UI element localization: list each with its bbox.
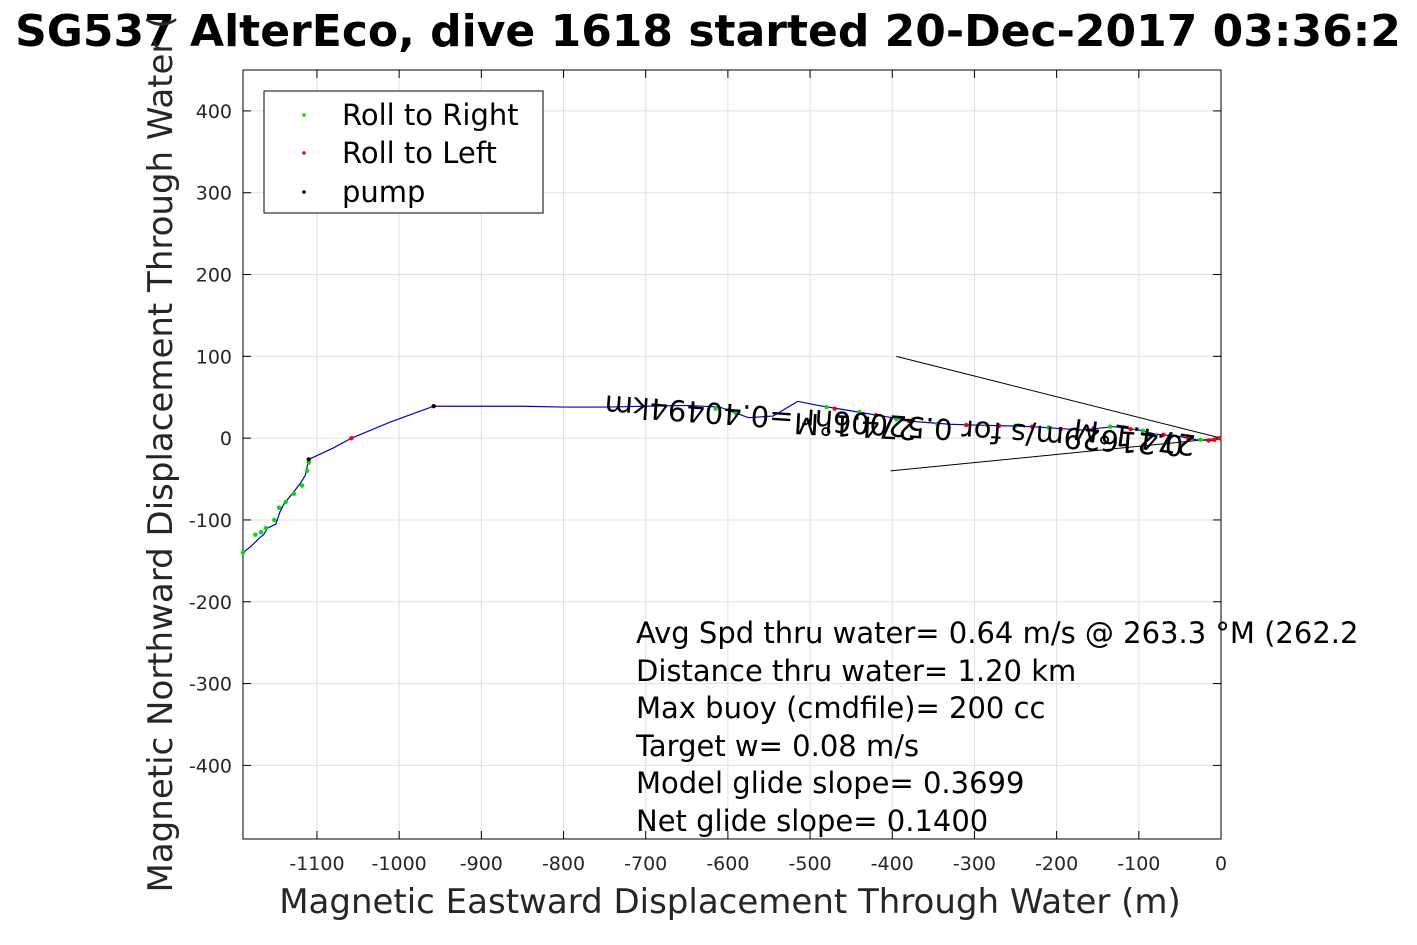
- roll-right-point: [1169, 433, 1174, 438]
- roll-right-point: [253, 532, 258, 537]
- roll-left-point: [996, 423, 1002, 429]
- roll-right-point: [1074, 427, 1080, 433]
- roll-right-point: [984, 422, 989, 428]
- roll-left-point: [906, 418, 911, 424]
- x-tick-label: -700: [624, 853, 667, 875]
- y-tick-label: 400: [196, 101, 232, 123]
- roll-right-point: [1107, 424, 1113, 429]
- roll-right-point: [283, 499, 288, 505]
- roll-left-point: [964, 422, 969, 428]
- roll-right-point: [304, 468, 310, 474]
- y-axis-label: Magnetic Northward Displacement Through …: [141, 16, 181, 893]
- legend-label-pump: pump: [342, 175, 425, 209]
- track-annotation: 274.1°M: [793, 406, 917, 446]
- legend-marker-pump: [302, 190, 306, 194]
- legend-label-roll-left: Roll to Left: [342, 136, 497, 170]
- roll-left-point: [1206, 438, 1211, 443]
- roll-right-point: [713, 406, 718, 411]
- roll-right-point: [291, 491, 297, 496]
- roll-right-point: [935, 422, 940, 427]
- roll-left-point: [349, 435, 354, 441]
- roll-right-point: [263, 525, 269, 531]
- y-tick-label: -400: [189, 755, 232, 777]
- roll-right-point: [299, 483, 305, 488]
- stat-distance: Distance thru water= 1.20 km: [636, 654, 1076, 688]
- y-tick-label: 0: [220, 428, 232, 450]
- roll-right-point: [894, 417, 899, 422]
- legend: Roll to Right Roll to Left pump: [263, 90, 544, 214]
- roll-left-point: [1091, 426, 1096, 431]
- chart-title: SG537 AlterEco, dive 1618 started 20-Dec…: [15, 6, 1401, 57]
- data-points: [240, 404, 1222, 555]
- heading-cone: [890, 355, 1222, 472]
- track-line: [242, 400, 1222, 554]
- x-tick-label: -900: [460, 853, 503, 875]
- roll-left-point: [1058, 426, 1063, 432]
- roll-right-point: [1046, 425, 1051, 430]
- plot-area: [242, 69, 1222, 840]
- y-tick-label: -300: [189, 674, 232, 696]
- heading-cone-line: [896, 355, 1222, 439]
- stat-avg-speed: Avg Spd thru water= 0.64 m/s @ 263.3 °M …: [636, 616, 1358, 650]
- roll-right-point: [1013, 423, 1018, 429]
- track-annotations: 0.21629m/s for 0.52006hr =0.40494km274.1…: [603, 388, 1197, 462]
- x-tick-label: -200: [1035, 853, 1078, 875]
- y-tick-label: 100: [196, 346, 232, 368]
- x-tick-label: 0: [1215, 853, 1227, 875]
- roll-right-point: [857, 409, 862, 415]
- roll-left-point: [832, 406, 837, 411]
- roll-right-point: [240, 550, 246, 555]
- x-tick-label: -1100: [289, 853, 344, 875]
- roll-left-point: [873, 413, 879, 418]
- track-series: [242, 400, 1222, 554]
- x-tick-label: -300: [953, 853, 996, 875]
- roll-right-point: [1198, 437, 1203, 442]
- dive-stats: Avg Spd thru water= 0.64 m/s @ 263.3 °M …: [635, 616, 1358, 838]
- y-tick-label: 200: [196, 265, 232, 287]
- legend-marker-roll-left: [302, 151, 306, 155]
- y-tick-label: 300: [196, 183, 232, 205]
- pump-point: [431, 404, 436, 409]
- roll-left-point: [1217, 435, 1222, 441]
- pump-point: [306, 457, 311, 462]
- roll-left-point: [1029, 424, 1035, 429]
- legend-box: [263, 90, 544, 214]
- x-tick-label: -1000: [372, 853, 427, 875]
- roll-right-point: [824, 404, 829, 410]
- roll-right-point: [1140, 428, 1146, 433]
- roll-right-point: [306, 460, 311, 465]
- x-tick-label: -400: [871, 853, 914, 875]
- stat-max-buoy: Max buoy (cmdfile)= 200 cc: [636, 691, 1045, 725]
- x-tick-label: -500: [789, 853, 832, 875]
- y-tick-label: -100: [189, 510, 232, 532]
- x-axis-label: Magnetic Eastward Displacement Through W…: [279, 882, 1181, 922]
- stat-net-glide-slope: Net glide slope= 0.1400: [636, 804, 988, 838]
- x-tick-label: -600: [706, 853, 749, 875]
- stat-model-glide-slope: Model glide slope= 0.3699: [636, 766, 1024, 800]
- stat-target-w: Target w= 0.08 m/s: [635, 729, 919, 763]
- roll-right-point: [272, 517, 277, 523]
- roll-right-point: [258, 530, 264, 535]
- roll-left-point: [1185, 435, 1191, 441]
- roll-right-point: [733, 411, 739, 416]
- x-tick-label: -800: [542, 853, 585, 875]
- roll-left-point: [1161, 432, 1166, 438]
- y-axis-ticks: 400 300 200 100 0 -100 -200 -300 -400: [189, 101, 1221, 777]
- roll-right-point: [276, 505, 282, 510]
- x-axis-ticks: -1100 -1000 -900 -800 -700 -600 -500 -400 -300 -2…: [289, 70, 1227, 875]
- roll-left-point: [1212, 437, 1217, 442]
- y-tick-label: -200: [189, 592, 232, 614]
- roll-left-point: [1128, 426, 1133, 432]
- x-tick-label: -100: [1117, 853, 1160, 875]
- legend-marker-roll-right: [302, 113, 306, 117]
- heading-cone-line: [890, 437, 1222, 472]
- legend-label-roll-right: Roll to Right: [342, 98, 519, 132]
